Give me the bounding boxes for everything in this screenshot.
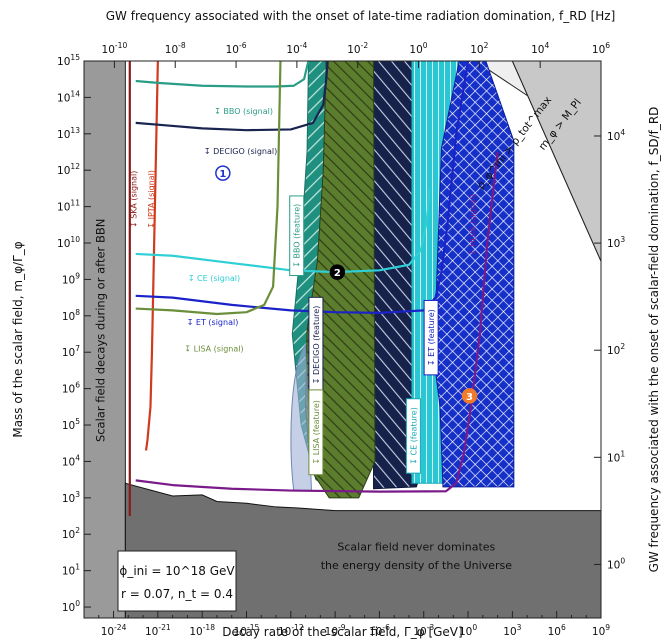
bbo-feature-label-text: ↧ BBO (feature) [293,204,302,268]
ipta-label: ↧ IPTA (signal) [147,170,156,229]
decigo-feature-label-text: ↧ DECIGO (feature) [312,306,321,385]
y-tick-label: 108 [62,308,80,323]
et-feature-label: ↧ ET (feature) [423,299,439,376]
ska-label: ↧ SKA (signal) [129,171,138,228]
bbn-region-label: Scalar field decays during or after BBN [94,219,108,442]
x2-tick-label: 104 [531,41,549,56]
x2-axis-label: GW frequency associated with the onset o… [106,9,616,23]
y-tick-label: 1014 [57,89,80,104]
phi-ini-text: ϕ_ini = 10^18 GeV [119,564,235,578]
ce-signal-label: ↧ CE (signal) [188,274,240,283]
r-nt-text: r = 0.07, n_t = 0.4 [121,587,233,601]
planck-mass-region [511,61,601,262]
y2-tick-label: 100 [607,556,625,571]
y2-tick-label: 101 [607,449,625,464]
lisa-signal-curve [135,60,282,316]
y-tick-label: 100 [62,599,80,614]
y-tick-label: 105 [62,417,80,432]
et-feature-region [433,61,515,488]
x-tick-label: 10-6 [369,623,390,638]
x-tick-label: 10-9 [325,623,346,638]
bbn-exclusion-region [84,61,126,618]
y2-axis-label: GW frequency associated with the onset o… [647,107,661,573]
x2-tick-label: 10-4 [286,41,307,56]
x-tick-label: 10-15 [234,623,260,638]
never-dominates-label-line2: the energy density of the Universe [321,559,512,572]
x-tick-label: 10-18 [189,623,215,638]
marker-3 [461,388,478,404]
y-tick-label: 109 [62,271,80,286]
y-tick-label: 103 [62,490,80,505]
lisa-feature-label-text: ↧ LISA (feature) [312,400,321,464]
y-tick-label: 106 [62,381,80,396]
parameter-box-frame [117,550,237,612]
decigo-signal-curve [135,60,329,132]
y-tick-label: 104 [62,453,80,468]
marker-2-label: 2 [334,268,341,279]
x2-tick-label: 100 [409,41,427,56]
lisa-feature-label-box [308,389,324,476]
x-tick-label: 10-12 [278,623,304,638]
x-tick-label: 10-3 [413,623,434,638]
hlvk-feature-region [290,343,313,492]
x-tick-label: 100 [459,623,477,638]
y2-tick-label: 103 [607,235,625,250]
hlvk-signal-curve [135,151,499,493]
y-tick-label: 1015 [57,53,80,68]
x-tick-label: 106 [548,623,566,638]
ce-feature-label-box [405,398,421,474]
x-tick-label: 109 [592,623,610,638]
x-axis-label: Decay rate of the scalar field, Γ_φ [GeV… [222,625,462,639]
decigo-feature-label: ↧ DECIGO (feature) [308,296,324,394]
y-tick-label: 1013 [57,126,80,141]
hlvk-signal-label: ↧ HLVK (signal) [468,194,477,256]
x2-tick-label: 106 [592,41,610,56]
et-signal-curve [135,60,470,315]
x-tick-label: 10-21 [145,623,171,638]
marker-2 [329,264,346,280]
lisa-signal-label: ↧ LISA (signal) [184,344,243,353]
y-tick-label: 101 [62,563,80,578]
ce-feature-label: ↧ CE (feature) [405,398,421,474]
x-tick-label: 10-24 [101,623,127,638]
marker-1 [215,165,231,181]
lisa-feature-label: ↧ LISA (feature) [308,389,324,476]
x2-tick-label: 10-6 [226,41,247,56]
y-tick-label: 102 [62,526,80,541]
et-signal-label: ↧ ET (signal) [187,318,239,327]
x2-tick-label: 10-8 [165,41,186,56]
bbo-feature-label-box [289,195,305,277]
bbo-signal-curve [135,60,310,88]
decigo-signal-label: ↧ DECIGO (signal) [204,147,277,156]
marker-3-label: 3 [466,392,473,403]
x2-tick-label: 102 [470,41,488,56]
y-axis-label: Mass of the scalar field, m_φ/Γ_φ [11,241,25,437]
ce-feature-label-text: ↧ CE (feature) [409,407,418,465]
parameter-box: ϕ_ini = 10^18 GeV r = 0.07, n_t = 0.4 [117,550,237,612]
plot-frame [83,60,602,619]
x-tick-label: 103 [503,623,521,638]
y-tick-label: 1010 [57,235,80,250]
y-tick-label: 1011 [57,199,80,214]
y2-tick-label: 104 [607,128,625,143]
ipta-signal-curve [144,60,159,451]
et-feature-label-text: ↧ ET (feature) [427,309,436,366]
y-tick-label: 107 [62,344,80,359]
bbo-feature-label: ↧ BBO (feature) [289,195,305,277]
x2-tick-label: 10-10 [102,41,128,56]
et-feature-label-box [423,299,439,376]
never-dominates-label-line1: Scalar field never dominates [337,541,495,554]
ce-signal-curve [135,188,431,274]
y2-tick-label: 102 [607,342,625,357]
y-tick-label: 1012 [57,162,80,177]
marker-1-label: 1 [219,169,226,180]
bbo-signal-label: ↧ BBO (signal) [214,107,273,116]
x2-tick-label: 10-2 [347,41,368,56]
